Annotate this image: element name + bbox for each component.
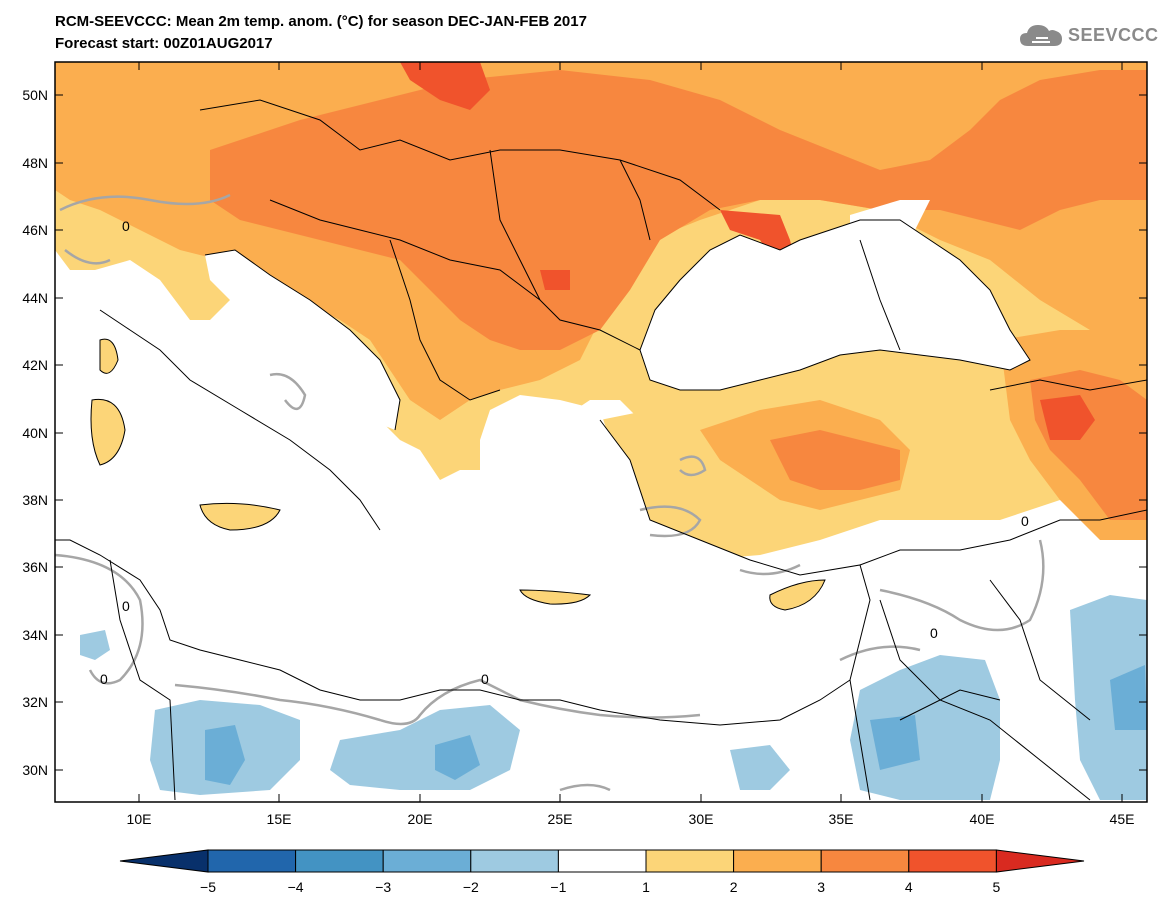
colorbar-tick: 3 xyxy=(817,879,825,895)
lat-label: 40N xyxy=(22,425,48,441)
lon-label: 30E xyxy=(689,811,714,827)
contour-label: 0 xyxy=(930,625,938,641)
cool-region-deep-1 xyxy=(205,725,245,785)
azov-sea xyxy=(850,200,930,245)
anomaly-region-4c xyxy=(1040,395,1095,440)
colorbar-tick: −2 xyxy=(463,879,479,895)
anomaly-region-4 xyxy=(400,62,490,110)
lon-axis: 10E 15E 20E 25E 30E 35E 40E 45E xyxy=(127,62,1135,827)
map-frame xyxy=(54,61,1148,803)
zero-contours xyxy=(55,193,1045,792)
anomaly-region-anatolia-3 xyxy=(770,430,900,490)
mediterranean-sea xyxy=(55,310,870,725)
map-canvas: 0 0 0 0 0 0 xyxy=(55,62,1147,802)
islands xyxy=(90,338,826,611)
colorbar-swatch xyxy=(295,849,384,873)
lat-label: 32N xyxy=(22,694,48,710)
lat-label: 44N xyxy=(22,290,48,306)
cool-region-5 xyxy=(730,745,790,790)
lat-axis: 50N 48N 46N 44N 42N 40N 38N 36N 34N 32N … xyxy=(22,87,1147,778)
lat-label: 38N xyxy=(22,492,48,508)
anomaly-region-3 xyxy=(210,70,1147,350)
cool-region-4 xyxy=(1070,595,1147,800)
colorbar-tick: −4 xyxy=(288,879,304,895)
cool-region-deep-3 xyxy=(1110,665,1147,730)
contour-label: 0 xyxy=(122,218,130,234)
lat-label: 42N xyxy=(22,357,48,373)
colorbar: −5 −4 −3 −2 −1 1 2 3 4 5 xyxy=(119,849,1085,895)
map-title: RCM-SEEVCCC: Mean 2m temp. anom. (°C) fo… xyxy=(55,13,587,30)
lat-label: 36N xyxy=(22,559,48,575)
colorbar-swatch xyxy=(557,849,647,873)
lat-label: 46N xyxy=(22,222,48,238)
cool-region-6 xyxy=(80,630,110,660)
lon-label: 20E xyxy=(408,811,433,827)
contour-label: 0 xyxy=(100,671,108,687)
lon-label: 10E xyxy=(127,811,152,827)
colorbar-arrow-right xyxy=(995,849,1085,873)
colorbar-swatch xyxy=(645,849,735,873)
contour-label: 0 xyxy=(1021,513,1029,529)
lon-label: 15E xyxy=(267,811,292,827)
country-borders xyxy=(55,99,1147,801)
colorbar-tick: 2 xyxy=(730,879,738,895)
colorbar-arrow-left xyxy=(119,849,209,873)
black-sea xyxy=(640,220,1030,390)
contour-label: 0 xyxy=(122,598,130,614)
cloud-icon xyxy=(1020,25,1062,46)
colorbar-swatch xyxy=(820,849,910,873)
colorbar-tick: 4 xyxy=(905,879,913,895)
logo-text: SEEVCCC xyxy=(1068,24,1159,45)
forecast-start-label: Forecast start: 00Z01AUG2017 xyxy=(55,35,273,52)
anomaly-region-4b xyxy=(540,270,570,290)
colorbar-tick: −5 xyxy=(200,879,216,895)
colorbar-swatch xyxy=(908,849,997,873)
seevccc-logo: SEEVCCC xyxy=(1018,22,1159,48)
cool-region-deep-4 xyxy=(870,715,920,770)
lat-label: 34N xyxy=(22,627,48,643)
lat-label: 50N xyxy=(22,87,48,103)
aegean-sea xyxy=(480,395,610,540)
colorbar-swatch xyxy=(733,849,822,873)
lon-label: 25E xyxy=(548,811,573,827)
cool-region-deep-2 xyxy=(435,735,480,780)
lon-label: 45E xyxy=(1110,811,1135,827)
colorbar-tick: 1 xyxy=(642,879,650,895)
colorbar-tick: −3 xyxy=(375,879,391,895)
contour-label: 0 xyxy=(481,671,489,687)
colorbar-tick: 5 xyxy=(993,879,1001,895)
lat-label: 48N xyxy=(22,155,48,171)
colorbar-swatch xyxy=(207,849,297,873)
adriatic-sea xyxy=(205,250,400,430)
lon-label: 40E xyxy=(970,811,995,827)
lon-label: 35E xyxy=(829,811,854,827)
lat-label: 30N xyxy=(22,762,48,778)
colorbar-swatch xyxy=(382,849,472,873)
colorbar-tick: −1 xyxy=(550,879,566,895)
colorbar-swatch xyxy=(470,849,559,873)
